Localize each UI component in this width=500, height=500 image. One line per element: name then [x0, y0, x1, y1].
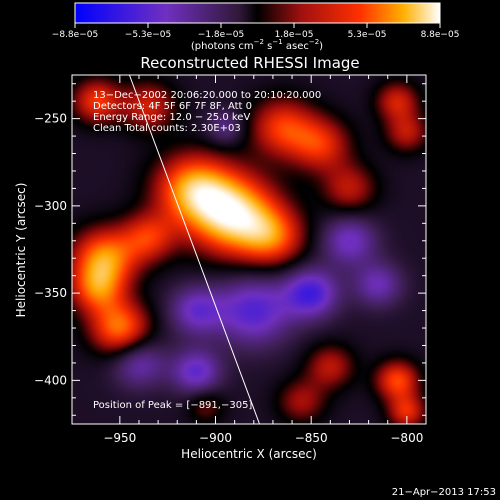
y-tick-label: −300	[34, 199, 67, 213]
solar-limb-line	[128, 75, 260, 424]
y-tick-label: −400	[34, 373, 67, 387]
colorbar-units: (photons cm−2 s−1 asec−2)	[191, 38, 323, 52]
plot-frame	[71, 74, 427, 425]
annotation-time: 13−Dec−2002 20:06:20.000 to 20:10:20.000	[93, 90, 321, 101]
annotation-energy: Energy Range: 12.0 − 25.0 keV	[93, 112, 250, 123]
colorbar-tick-label: 1.8e−05	[275, 30, 314, 40]
colorbar-tick-label: 5.3e−05	[348, 30, 387, 40]
chart-title: Reconstructed RHESSI Image	[140, 54, 359, 72]
peak-position-label: Position of Peak = [−891,−305]	[93, 400, 252, 411]
y-tick-label: −250	[34, 112, 67, 126]
annotation-detectors: Detectors: 4F 5F 6F 7F 8F, Att 0	[93, 101, 252, 112]
y-axis-label: Heliocentric Y (arcsec)	[14, 183, 28, 318]
axis-ticks: −950 −900 −850 −800 −250 −300 −350 −400	[34, 75, 426, 445]
y-tick-label: −350	[34, 286, 67, 300]
annotation-counts: Clean Total counts: 2.30E+03	[93, 123, 241, 134]
colorbar-tick-label: −5.3e−05	[125, 30, 171, 40]
x-tick-label: −850	[295, 431, 328, 445]
x-tick-label: −950	[103, 431, 136, 445]
footer-timestamp: 21−Apr−2013 17:53	[392, 487, 496, 498]
x-tick-label: −800	[390, 431, 423, 445]
x-tick-label: −900	[199, 431, 232, 445]
colorbar-tick-label: −8.8e−05	[52, 30, 98, 40]
heatmap-image	[72, 75, 426, 424]
colorbar-ticks: −8.8e−05 −5.3e−05 −1.8e−05 1.8e−05 5.3e−05 8.…	[52, 23, 460, 40]
x-axis-label: Heliocentric X (arcsec)	[181, 447, 317, 461]
colorbar-tick-label: 8.8e−05	[421, 30, 460, 40]
colorbar	[74, 2, 441, 24]
colorbar-tick-label: −1.8e−05	[198, 30, 244, 40]
